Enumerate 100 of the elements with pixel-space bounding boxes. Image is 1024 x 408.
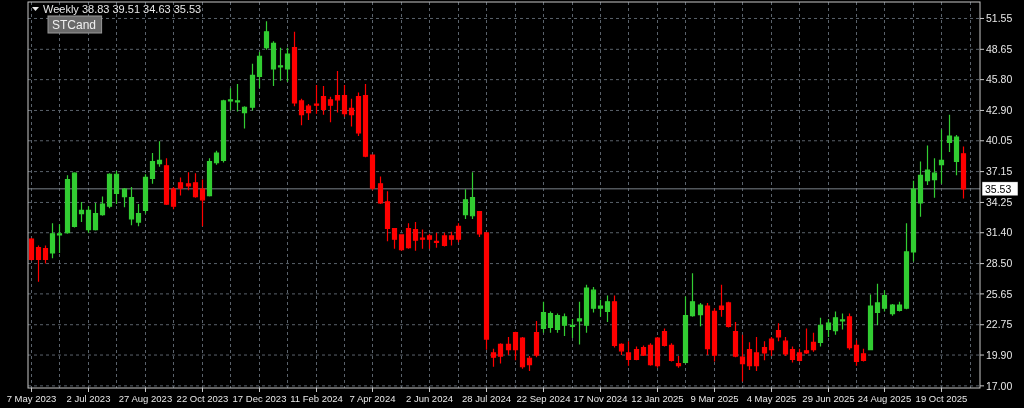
x-tick-label: 29 Jun 2025 — [802, 393, 855, 404]
x-tick-label: 7 May 2023 — [6, 393, 57, 404]
candlestick — [85, 205, 92, 234]
candlestick — [633, 345, 640, 361]
candlestick — [732, 321, 739, 358]
candlestick — [419, 228, 426, 250]
candlestick — [369, 154, 376, 191]
candlestick — [483, 232, 490, 351]
candlestick — [718, 284, 725, 318]
candlestick — [213, 150, 220, 166]
candlestick — [547, 310, 554, 334]
candlestick — [839, 312, 846, 331]
candlestick — [305, 103, 312, 121]
y-tick-label: 48.65 — [986, 42, 1013, 55]
candlestick — [668, 342, 675, 363]
candlestick — [377, 175, 384, 205]
candlestick — [860, 348, 867, 363]
candlestick — [796, 348, 803, 363]
candlestick — [362, 83, 369, 158]
candlestick — [149, 152, 156, 185]
candlestick — [604, 294, 611, 323]
candlestick — [526, 355, 533, 372]
candlestick — [960, 145, 967, 199]
candlestick — [412, 221, 419, 252]
x-tick-label: 12 Jan 2025 — [631, 393, 684, 404]
candlestick — [42, 244, 49, 265]
candlestick — [561, 312, 568, 337]
candlestick — [135, 203, 142, 227]
candlestick — [618, 342, 625, 356]
candlestick — [512, 331, 519, 361]
candlestick — [291, 31, 298, 107]
candlestick — [433, 232, 440, 249]
candlestick — [170, 186, 177, 210]
x-tick-label: 27 Aug 2023 — [118, 393, 173, 404]
candlestick — [867, 293, 874, 351]
candlestick — [889, 303, 896, 317]
candlestick — [426, 233, 433, 250]
y-tick-label: 45.80 — [986, 73, 1013, 86]
y-tick-label: 17.00 — [986, 379, 1013, 392]
candlestick — [505, 336, 512, 356]
x-tick-label: 9 Mar 2025 — [690, 393, 739, 404]
candlestick — [739, 334, 746, 383]
candlestick — [313, 84, 320, 115]
candlestick — [810, 332, 817, 353]
candlestick — [903, 222, 910, 310]
candlestick — [874, 283, 881, 326]
candlestick — [92, 202, 99, 232]
candlestick — [682, 295, 689, 365]
x-tick-label: 22 Sep 2024 — [516, 393, 571, 404]
candlestick — [220, 99, 227, 164]
candlestick — [241, 105, 248, 130]
candlestick — [177, 176, 184, 197]
candlestick — [640, 344, 647, 357]
candlestick — [817, 317, 824, 348]
candlestick — [142, 173, 149, 215]
candlestick — [946, 114, 953, 153]
candlestick — [910, 180, 917, 263]
candlestick — [185, 171, 192, 191]
x-tick-label: 22 Oct 2023 — [176, 393, 229, 404]
x-tick-label: 19 Oct 2025 — [915, 393, 968, 404]
candlestick — [647, 342, 654, 367]
candlestick — [64, 174, 71, 235]
candlestick — [725, 301, 732, 328]
candlestick — [689, 272, 696, 318]
x-tick-label: 2 Jul 2023 — [66, 393, 111, 404]
candlestick — [476, 210, 483, 238]
candlestick — [277, 47, 284, 82]
candlestick — [56, 223, 63, 254]
candlestick — [625, 340, 632, 367]
candlestick — [106, 172, 113, 209]
y-tick-label: 37.15 — [986, 165, 1013, 178]
y-tick-label: 34.25 — [986, 196, 1013, 209]
candlestick — [398, 234, 405, 252]
candlestick — [256, 51, 263, 89]
y-tick-label: 31.40 — [986, 226, 1013, 239]
candlestick — [469, 171, 476, 220]
candlestick — [384, 190, 391, 242]
candlestick — [953, 134, 960, 176]
candlestick — [391, 227, 398, 250]
candlestick — [768, 336, 775, 357]
candlestick — [35, 244, 42, 283]
candlestick — [938, 129, 945, 185]
candlestick — [156, 140, 163, 168]
chart-title: Weekly 38.83 39.51 34.63 35.53 — [43, 3, 202, 15]
candlestick — [832, 310, 839, 336]
candlestick — [121, 187, 128, 208]
candlestick — [611, 294, 618, 349]
candlestick — [163, 157, 170, 206]
x-tick-label: 4 May 2025 — [746, 393, 797, 404]
candlestick — [654, 336, 661, 369]
y-tick-label: 40.05 — [986, 134, 1013, 147]
x-tick-label: 17 Nov 2024 — [573, 393, 628, 404]
candlestick — [554, 312, 561, 334]
candlestick — [576, 301, 583, 345]
candlestick — [455, 222, 462, 243]
candlestick — [661, 327, 668, 348]
candlestick — [789, 345, 796, 364]
candlestick — [284, 47, 291, 83]
candlestick — [775, 322, 782, 342]
annotation: STCand — [52, 18, 97, 32]
